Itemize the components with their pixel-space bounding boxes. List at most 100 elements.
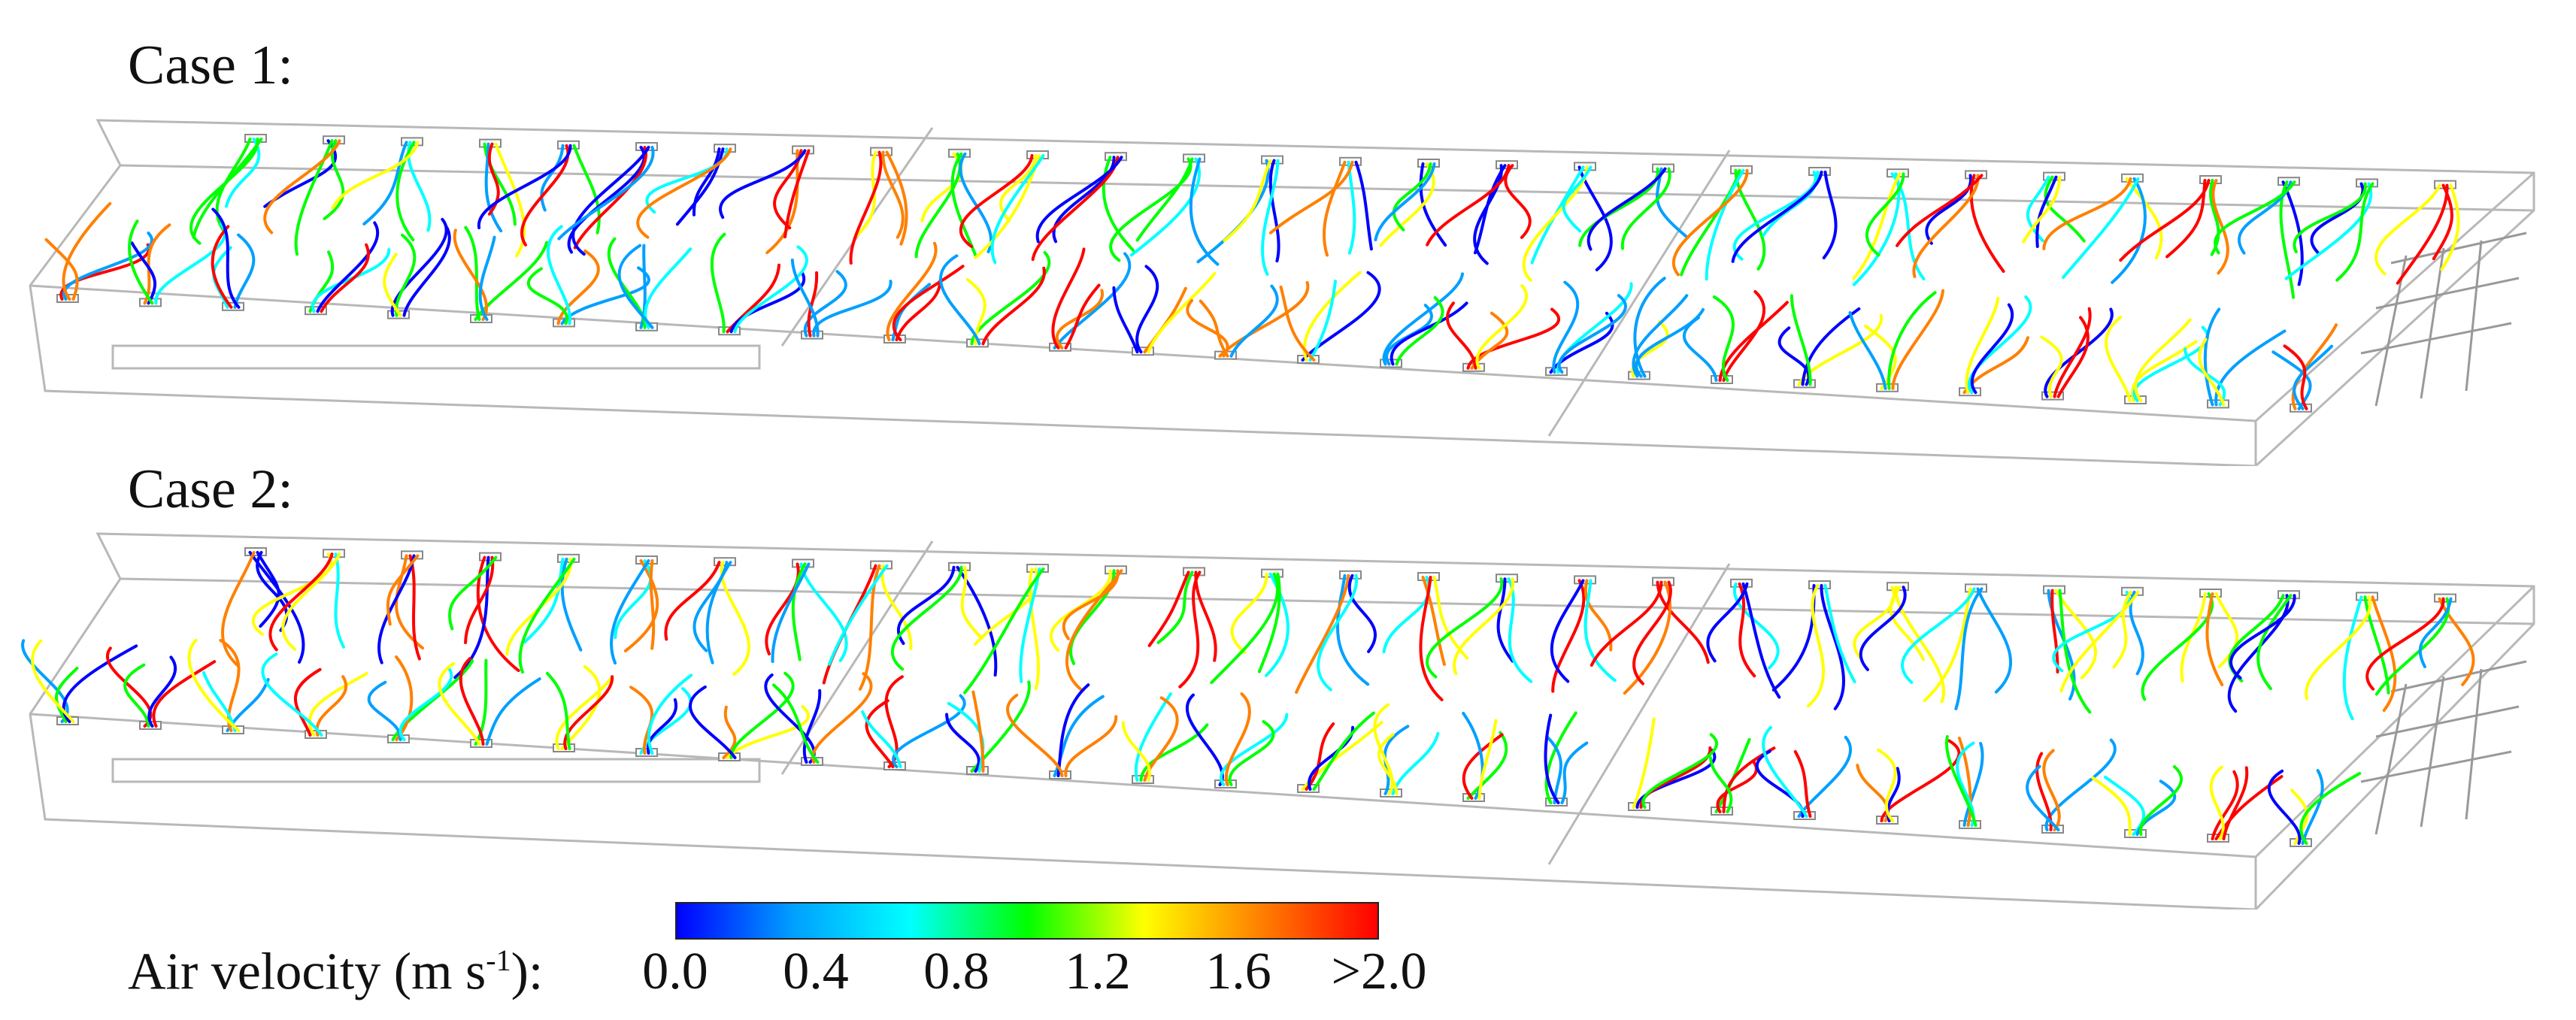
streamline <box>1544 713 1560 804</box>
air-diffuser <box>2041 391 2064 401</box>
streamline <box>1196 159 1270 264</box>
streamline <box>790 259 820 337</box>
streamline <box>1109 157 1193 262</box>
colorbar-label-prefix: Air velocity (m s <box>128 943 486 1001</box>
streamline <box>1129 157 1202 257</box>
streamline <box>1923 587 1972 703</box>
streamline <box>563 675 614 750</box>
streamline <box>1732 171 1817 261</box>
streamline <box>464 555 495 644</box>
streamline <box>2293 182 2367 254</box>
streamline <box>477 144 572 229</box>
streamline <box>1051 247 1086 350</box>
streamline <box>1856 764 1890 822</box>
streamline <box>2040 335 2063 398</box>
streamline <box>261 652 323 737</box>
streamline <box>256 551 289 632</box>
streamline <box>21 639 69 723</box>
streamline <box>123 663 150 728</box>
streamline <box>1186 298 1229 358</box>
streamline <box>1558 294 1627 374</box>
streamline <box>557 146 655 241</box>
streamline <box>2042 749 2061 831</box>
streamline <box>1822 171 1838 260</box>
streamline <box>1635 749 1717 809</box>
streamline <box>1962 742 1984 827</box>
streamline <box>1377 733 1399 795</box>
streamline <box>154 222 227 305</box>
streamline <box>1112 286 1139 354</box>
streamline <box>720 561 751 676</box>
streamline <box>1466 731 1508 800</box>
streamline <box>1473 164 1503 265</box>
streamline <box>1224 692 1251 786</box>
streamline <box>2267 769 2302 845</box>
streamline <box>1446 301 1477 370</box>
streamline <box>1302 271 1362 362</box>
streamline <box>1470 311 1509 370</box>
streamline <box>1134 692 1172 782</box>
streamline <box>2026 764 2060 831</box>
streamline <box>1965 296 2000 395</box>
streamline <box>1708 755 1733 813</box>
streamline <box>556 249 600 325</box>
streamline <box>1279 285 1316 362</box>
streamline <box>1055 289 1104 350</box>
streamline <box>1390 301 1468 366</box>
streamline <box>974 568 1039 646</box>
streamline <box>1587 167 1667 251</box>
streamline <box>233 233 256 309</box>
streamline <box>1577 165 1613 271</box>
air-diffuser <box>1105 565 1127 575</box>
streamline <box>1210 572 1280 685</box>
streamline <box>729 271 806 334</box>
streamline <box>1419 576 1444 701</box>
air-diffuser <box>2207 399 2229 409</box>
streamline <box>950 152 977 257</box>
streamline <box>1006 693 1064 777</box>
air-diffuser <box>1132 347 1154 356</box>
colorbar-label: Air velocity (m s-1): <box>128 946 543 998</box>
streamline <box>614 559 653 640</box>
streamline <box>44 238 79 301</box>
streamline <box>1876 748 1897 822</box>
air-diffuser <box>714 144 736 153</box>
colorbar-tick-1: 0.4 <box>783 943 849 1000</box>
streamline <box>256 551 280 628</box>
streamline <box>959 152 993 253</box>
streamline <box>2112 590 2132 669</box>
streamline <box>268 552 334 652</box>
streamline <box>1475 284 1529 370</box>
streamline <box>1797 313 1883 386</box>
streamline <box>567 146 646 254</box>
streamline <box>520 144 570 247</box>
streamline <box>464 225 481 321</box>
streamline <box>1065 569 1123 692</box>
streamline <box>827 564 889 666</box>
streamline <box>1317 574 1359 692</box>
streamline <box>999 154 1038 222</box>
streamline <box>960 565 983 640</box>
colorbar-tick-3: 1.2 <box>1065 943 1131 1000</box>
streamline <box>1771 584 1816 692</box>
streamline <box>1035 156 1123 244</box>
streamline <box>649 559 656 650</box>
streamline <box>1889 586 1925 661</box>
streamline <box>1477 719 1498 800</box>
colorbar-tick-2: 0.8 <box>923 943 989 1000</box>
streamline <box>1229 284 1279 358</box>
streamline <box>689 685 737 759</box>
streamline <box>1432 576 1469 660</box>
case-1-streamline-panel <box>0 105 2576 466</box>
streamline <box>892 694 966 768</box>
streamline <box>377 554 416 664</box>
streamline <box>1790 294 1812 386</box>
colorbar-tick-5: >2.0 <box>1331 943 1427 1000</box>
streamline <box>885 150 908 246</box>
streamline <box>399 666 453 741</box>
streamline <box>225 138 261 208</box>
case-2-streamlines <box>21 547 2475 847</box>
streamline <box>2293 344 2334 410</box>
streamline <box>1019 568 1041 683</box>
streamline <box>1912 174 1980 278</box>
